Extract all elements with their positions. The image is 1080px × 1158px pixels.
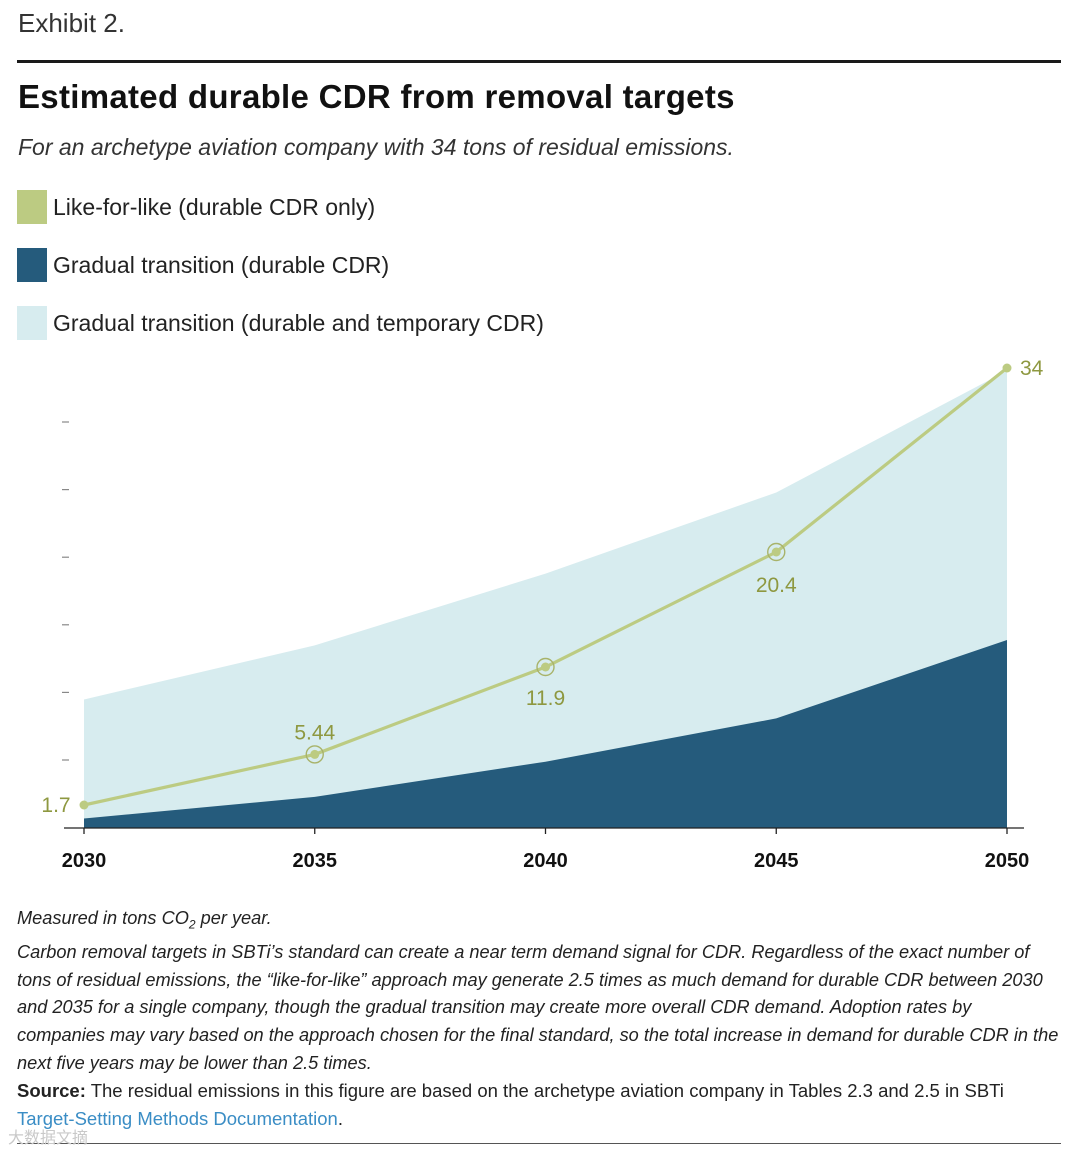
legend-item-like-for-like: Like-for-like (durable CDR only): [17, 190, 375, 224]
bottom-divider: [17, 1143, 1061, 1144]
cdr-area-chart: 2030 2035 2040 2045 2050 1.7 5.44 11.9 20.4 34: [41, 357, 1044, 872]
point-ring-like-for-like: [767, 542, 786, 562]
legend-swatch-like-for-like: [17, 190, 47, 224]
point-like-for-like: [310, 749, 320, 759]
data-label: 5.44: [294, 721, 335, 744]
point-like-for-like: [771, 547, 781, 557]
legend-label-gradual-temporary: Gradual transition (durable and temporar…: [53, 309, 544, 336]
explanation-note: Carbon removal targets in SBTi’s standar…: [17, 942, 1059, 1073]
x-tick-label: 2030: [62, 850, 107, 872]
chart-title: Estimated durable CDR from removal targe…: [18, 78, 735, 115]
source-label: Source:: [17, 1080, 86, 1101]
data-label: 1.7: [41, 794, 70, 817]
chart-notes: Measured in tons CO2 per year. Carbon re…: [17, 905, 1062, 1077]
units-note: Measured in tons CO2 per year.: [17, 908, 272, 932]
source-link[interactable]: Target-Setting Methods Documentation: [17, 1107, 338, 1129]
legend-swatch-gradual-temporary: [17, 306, 47, 340]
area-durable: [84, 639, 1007, 828]
legend-swatch-gradual-durable: [17, 248, 47, 282]
legend-label-gradual-durable: Gradual transition (durable CDR): [53, 251, 390, 278]
data-label: 11.9: [526, 687, 565, 710]
data-label: 20.4: [756, 574, 797, 597]
top-divider: [17, 60, 1061, 63]
area-durable-and-temporary: [84, 370, 1007, 828]
legend-item-gradual-temporary: Gradual transition (durable and temporar…: [17, 306, 544, 340]
source-note: Source: The residual emissions in this f…: [17, 1077, 1062, 1132]
point-like-for-like: [541, 662, 550, 672]
x-tick-label: 2050: [985, 850, 1030, 872]
legend-item-gradual-durable: Gradual transition (durable CDR): [17, 248, 389, 282]
x-tick-label: 2045: [754, 850, 799, 872]
point-like-for-like: [1002, 363, 1012, 373]
point-like-for-like: [79, 800, 89, 810]
legend-label-like-for-like: Like-for-like (durable CDR only): [53, 193, 376, 220]
chart-subtitle: For an archetype aviation company with 3…: [18, 134, 734, 160]
exhibit-label: Exhibit 2.: [18, 8, 125, 38]
watermark-logo: 大数据文摘: [8, 1130, 89, 1147]
data-label: 34: [1020, 357, 1044, 380]
point-ring-like-for-like: [536, 657, 555, 677]
x-tick-label: 2040: [523, 850, 568, 872]
source-text: The residual emissions in this figure ar…: [85, 1080, 1004, 1101]
point-ring-like-for-like: [305, 745, 324, 764]
source-end: .: [337, 1107, 343, 1129]
x-tick-label: 2035: [293, 850, 338, 872]
